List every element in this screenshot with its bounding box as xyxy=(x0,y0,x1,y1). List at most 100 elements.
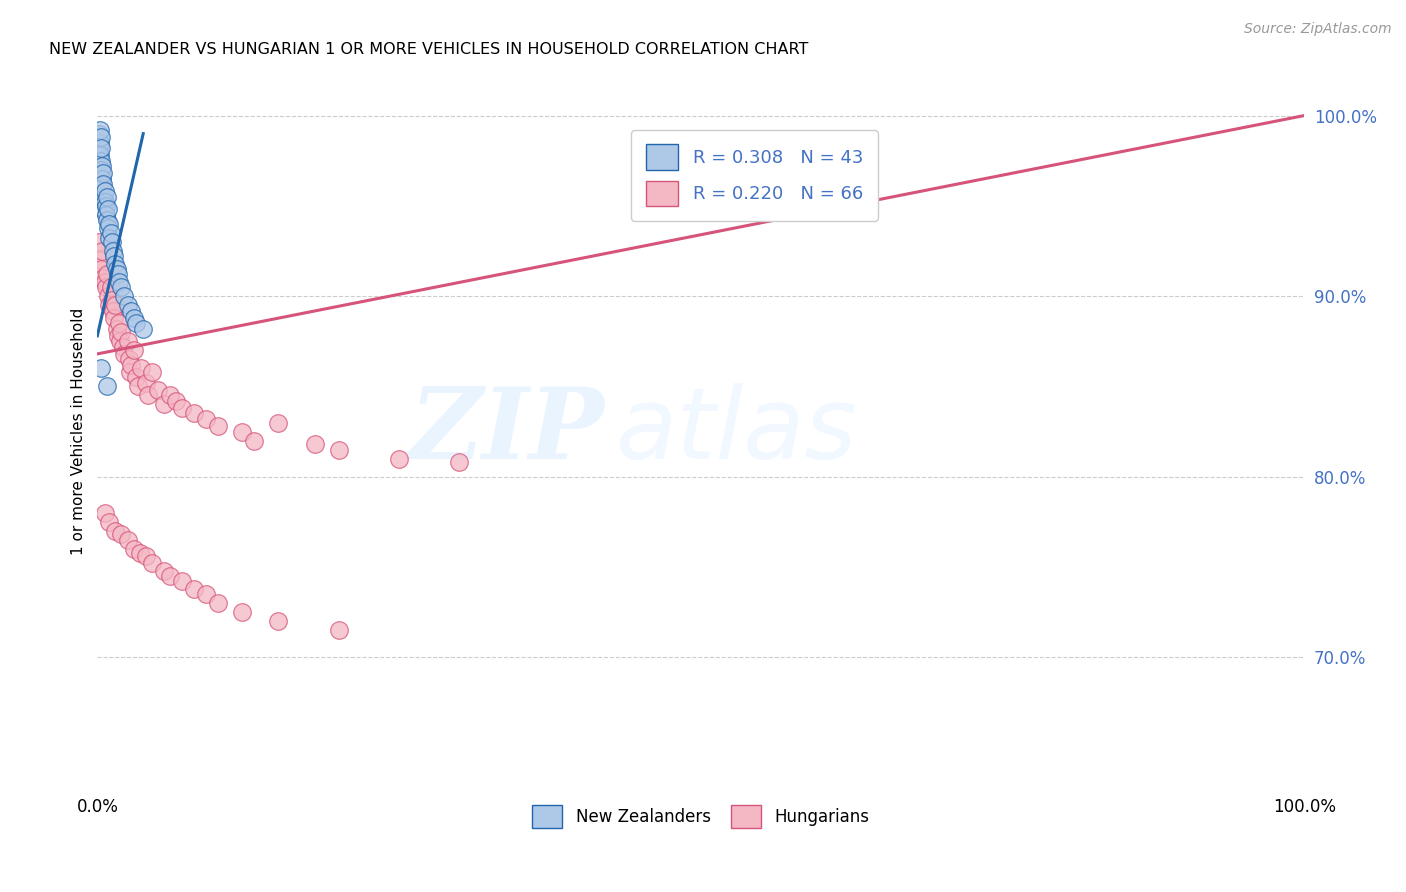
Point xyxy=(128,545,150,559)
Point xyxy=(90,130,112,145)
Point xyxy=(89,123,111,137)
Point xyxy=(449,455,471,469)
Point xyxy=(170,574,193,589)
Point xyxy=(118,352,141,367)
Point xyxy=(104,524,127,538)
Point xyxy=(110,325,132,339)
Point xyxy=(90,262,112,277)
Point xyxy=(231,425,253,439)
Point xyxy=(107,268,129,282)
Point xyxy=(93,190,115,204)
Point xyxy=(117,533,139,547)
Point xyxy=(117,298,139,312)
Point xyxy=(194,587,217,601)
Point xyxy=(136,388,159,402)
Point xyxy=(135,376,157,390)
Point xyxy=(100,280,122,294)
Point xyxy=(93,195,115,210)
Point xyxy=(132,321,155,335)
Point xyxy=(122,343,145,358)
Y-axis label: 1 or more Vehicles in Household: 1 or more Vehicles in Household xyxy=(72,308,86,555)
Point xyxy=(101,244,124,258)
Point xyxy=(94,199,117,213)
Text: Source: ZipAtlas.com: Source: ZipAtlas.com xyxy=(1244,22,1392,37)
Point xyxy=(104,257,127,271)
Point xyxy=(89,136,111,150)
Point xyxy=(94,208,117,222)
Point xyxy=(108,316,131,330)
Point xyxy=(89,252,111,267)
Point xyxy=(304,437,326,451)
Point xyxy=(103,249,125,263)
Text: ZIP: ZIP xyxy=(409,384,605,480)
Legend: New Zealanders, Hungarians: New Zealanders, Hungarians xyxy=(526,798,876,835)
Point xyxy=(87,127,110,141)
Text: NEW ZEALANDER VS HUNGARIAN 1 OR MORE VEHICLES IN HOUSEHOLD CORRELATION CHART: NEW ZEALANDER VS HUNGARIAN 1 OR MORE VEH… xyxy=(49,42,808,57)
Point xyxy=(89,148,111,162)
Point xyxy=(105,321,128,335)
Point xyxy=(107,329,129,343)
Point xyxy=(101,303,124,318)
Point xyxy=(120,303,142,318)
Point xyxy=(328,623,350,637)
Point xyxy=(141,557,163,571)
Point xyxy=(90,361,112,376)
Point xyxy=(152,397,174,411)
Point xyxy=(159,569,181,583)
Point xyxy=(98,515,121,529)
Point xyxy=(207,419,229,434)
Point xyxy=(152,564,174,578)
Point xyxy=(93,275,115,289)
Point xyxy=(103,310,125,325)
Point xyxy=(243,434,266,448)
Point xyxy=(93,177,115,191)
Point xyxy=(87,235,110,249)
Point xyxy=(98,217,121,231)
Point xyxy=(97,220,120,235)
Text: atlas: atlas xyxy=(616,383,858,480)
Point xyxy=(96,379,118,393)
Point xyxy=(105,262,128,277)
Point xyxy=(100,226,122,240)
Point xyxy=(93,271,115,285)
Point xyxy=(183,582,205,596)
Point xyxy=(194,412,217,426)
Point xyxy=(97,289,120,303)
Point xyxy=(91,244,114,258)
Point xyxy=(90,162,112,177)
Point xyxy=(122,541,145,556)
Point xyxy=(96,190,118,204)
Point xyxy=(388,451,411,466)
Point xyxy=(93,506,115,520)
Point xyxy=(231,605,253,619)
Point xyxy=(170,401,193,415)
Point xyxy=(97,202,120,217)
Point xyxy=(96,213,118,227)
Point xyxy=(112,289,135,303)
Point xyxy=(93,166,115,180)
Point xyxy=(118,365,141,379)
Point xyxy=(98,298,121,312)
Point xyxy=(93,185,115,199)
Point xyxy=(110,334,132,349)
Point xyxy=(101,293,124,307)
Point xyxy=(110,280,132,294)
Point xyxy=(117,334,139,349)
Point xyxy=(141,365,163,379)
Point xyxy=(267,416,290,430)
Point xyxy=(129,361,152,376)
Point xyxy=(112,347,135,361)
Point xyxy=(122,310,145,325)
Point xyxy=(98,231,121,245)
Point xyxy=(165,393,187,408)
Point xyxy=(90,141,112,155)
Point xyxy=(104,298,127,312)
Point xyxy=(127,379,149,393)
Point xyxy=(91,181,114,195)
Point xyxy=(91,171,114,186)
Point xyxy=(91,159,114,173)
Point xyxy=(135,549,157,563)
Point xyxy=(93,202,115,217)
Point xyxy=(94,280,117,294)
Point xyxy=(111,340,134,354)
